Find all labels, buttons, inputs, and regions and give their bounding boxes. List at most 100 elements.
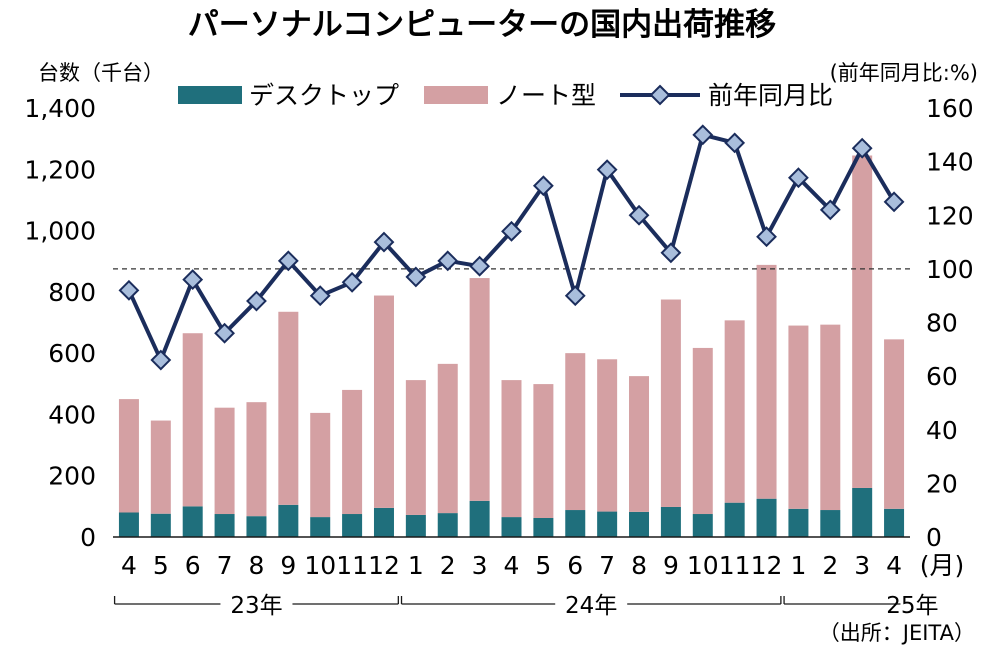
yoy-marker xyxy=(883,191,905,213)
yoy-marker xyxy=(469,255,491,277)
left-tick-label: 1,400 xyxy=(24,94,96,123)
notebook-bar xyxy=(533,384,554,519)
legend: デスクトップ ノート型 前年同月比 xyxy=(178,81,833,110)
legend-label-notebook: ノート型 xyxy=(496,81,596,110)
x-tick-label: 9 xyxy=(280,551,296,580)
desktop-bar xyxy=(437,513,458,537)
chart-title: パーソナルコンピューターの国内出荷推移 xyxy=(188,7,776,43)
x-tick-label: 7 xyxy=(599,551,615,580)
yoy-marker xyxy=(277,250,299,272)
yoy-line-series xyxy=(118,124,905,371)
x-tick-label: 2 xyxy=(822,551,838,580)
notebook-bar xyxy=(214,407,235,515)
yoy-line xyxy=(127,132,896,363)
yoy-marker xyxy=(150,349,172,371)
x-tick-label: 3 xyxy=(854,551,870,580)
right-tick-label: 0 xyxy=(926,523,942,552)
yoy-marker xyxy=(373,231,395,253)
notebook-bar xyxy=(342,389,363,515)
x-axis: 4 5 6 7 8 9 10 11 12 1 2 3 4 5 6 7 8 9 10 11 12 1 2 3 4 xyxy=(121,551,902,580)
right-tick-label: 140 xyxy=(926,148,974,177)
notebook-bar xyxy=(246,402,267,517)
yoy-marker xyxy=(405,266,427,288)
yoy-marker xyxy=(756,226,777,248)
source-note: （出所：JEITA） xyxy=(819,621,975,645)
notebook-bar xyxy=(660,299,681,507)
notebook-bar xyxy=(469,278,490,501)
x-tick-label: 12 xyxy=(368,551,400,580)
notebook-bar xyxy=(182,333,203,507)
yoy-marker xyxy=(564,285,586,307)
yoy-marker xyxy=(724,132,746,154)
yoy-marker xyxy=(246,290,267,312)
x-tick-label: 12 xyxy=(751,551,783,580)
x-tick-label: 8 xyxy=(249,551,265,580)
notebook-bar xyxy=(756,264,777,499)
yoy-marker xyxy=(851,137,873,159)
yoy-marker xyxy=(628,204,650,226)
notebook-bar xyxy=(437,363,458,514)
left-tick-label: 200 xyxy=(48,462,96,491)
x-tick-label: 4 xyxy=(504,551,520,580)
notebook-bar xyxy=(118,399,139,513)
year-label: 23年 xyxy=(230,593,282,619)
desktop-bar xyxy=(405,514,426,537)
x-tick-label: 8 xyxy=(631,551,647,580)
x-tick-label: 6 xyxy=(567,551,583,580)
desktop-bar xyxy=(692,514,713,537)
left-tick-label: 0 xyxy=(80,523,96,552)
desktop-bar xyxy=(660,506,681,537)
x-tick-label: 1 xyxy=(408,551,424,580)
desktop-bar xyxy=(469,500,490,537)
right-axis-label: (前年同月比:%) xyxy=(830,61,978,85)
desktop-bar xyxy=(629,511,650,537)
desktop-bar xyxy=(214,514,235,537)
left-tick-label: 800 xyxy=(48,278,96,307)
right-tick-label: 40 xyxy=(926,416,958,445)
desktop-bar xyxy=(820,510,841,537)
yoy-marker xyxy=(788,167,809,189)
desktop-bar xyxy=(373,507,394,537)
x-axis-unit: (月) xyxy=(920,551,965,580)
x-tick-label: 7 xyxy=(217,551,233,580)
right-tick-label: 100 xyxy=(926,255,974,284)
left-tick-label: 1,000 xyxy=(24,217,96,246)
notebook-bar xyxy=(692,347,713,515)
legend-label-desktop: デスクトップ xyxy=(249,81,399,110)
x-tick-label: 10 xyxy=(304,551,336,580)
yoy-marker xyxy=(118,279,140,301)
notebook-bar xyxy=(373,295,394,508)
yoy-marker xyxy=(182,269,204,291)
desktop-bar xyxy=(501,517,522,537)
desktop-bar xyxy=(150,513,171,537)
notebook-bar xyxy=(278,311,299,505)
yoy-marker xyxy=(214,322,235,344)
year-label: 25年 xyxy=(886,593,938,619)
desktop-bar xyxy=(342,514,363,537)
x-tick-label: 4 xyxy=(121,551,137,580)
right-tick-label: 60 xyxy=(926,362,958,391)
legend-swatch-desktop xyxy=(178,86,242,104)
x-tick-label: 11 xyxy=(336,551,368,580)
left-tick-label: 600 xyxy=(48,339,96,368)
left-tick-label: 1,200 xyxy=(24,155,96,184)
desktop-bar xyxy=(278,504,299,537)
legend-swatch-notebook xyxy=(424,86,488,104)
left-axis-label: 台数（千台） xyxy=(38,61,164,85)
left-tick-label: 400 xyxy=(48,400,96,429)
year-brackets: 23年 24年 25年 xyxy=(113,593,939,619)
yoy-marker xyxy=(692,124,714,146)
desktop-bar xyxy=(118,512,139,537)
x-tick-label: 5 xyxy=(153,551,169,580)
x-tick-label: 4 xyxy=(886,551,902,580)
x-tick-label: 10 xyxy=(687,551,719,580)
notebook-bar xyxy=(405,380,426,515)
notebook-bar xyxy=(501,380,522,518)
desktop-bar xyxy=(724,502,745,537)
left-axis: 0 200 400 600 800 1,000 1,200 1,400 xyxy=(24,94,96,552)
notebook-bar xyxy=(884,339,905,509)
x-tick-label: 5 xyxy=(535,551,551,580)
yoy-marker xyxy=(819,199,841,221)
desktop-bar xyxy=(852,487,873,537)
